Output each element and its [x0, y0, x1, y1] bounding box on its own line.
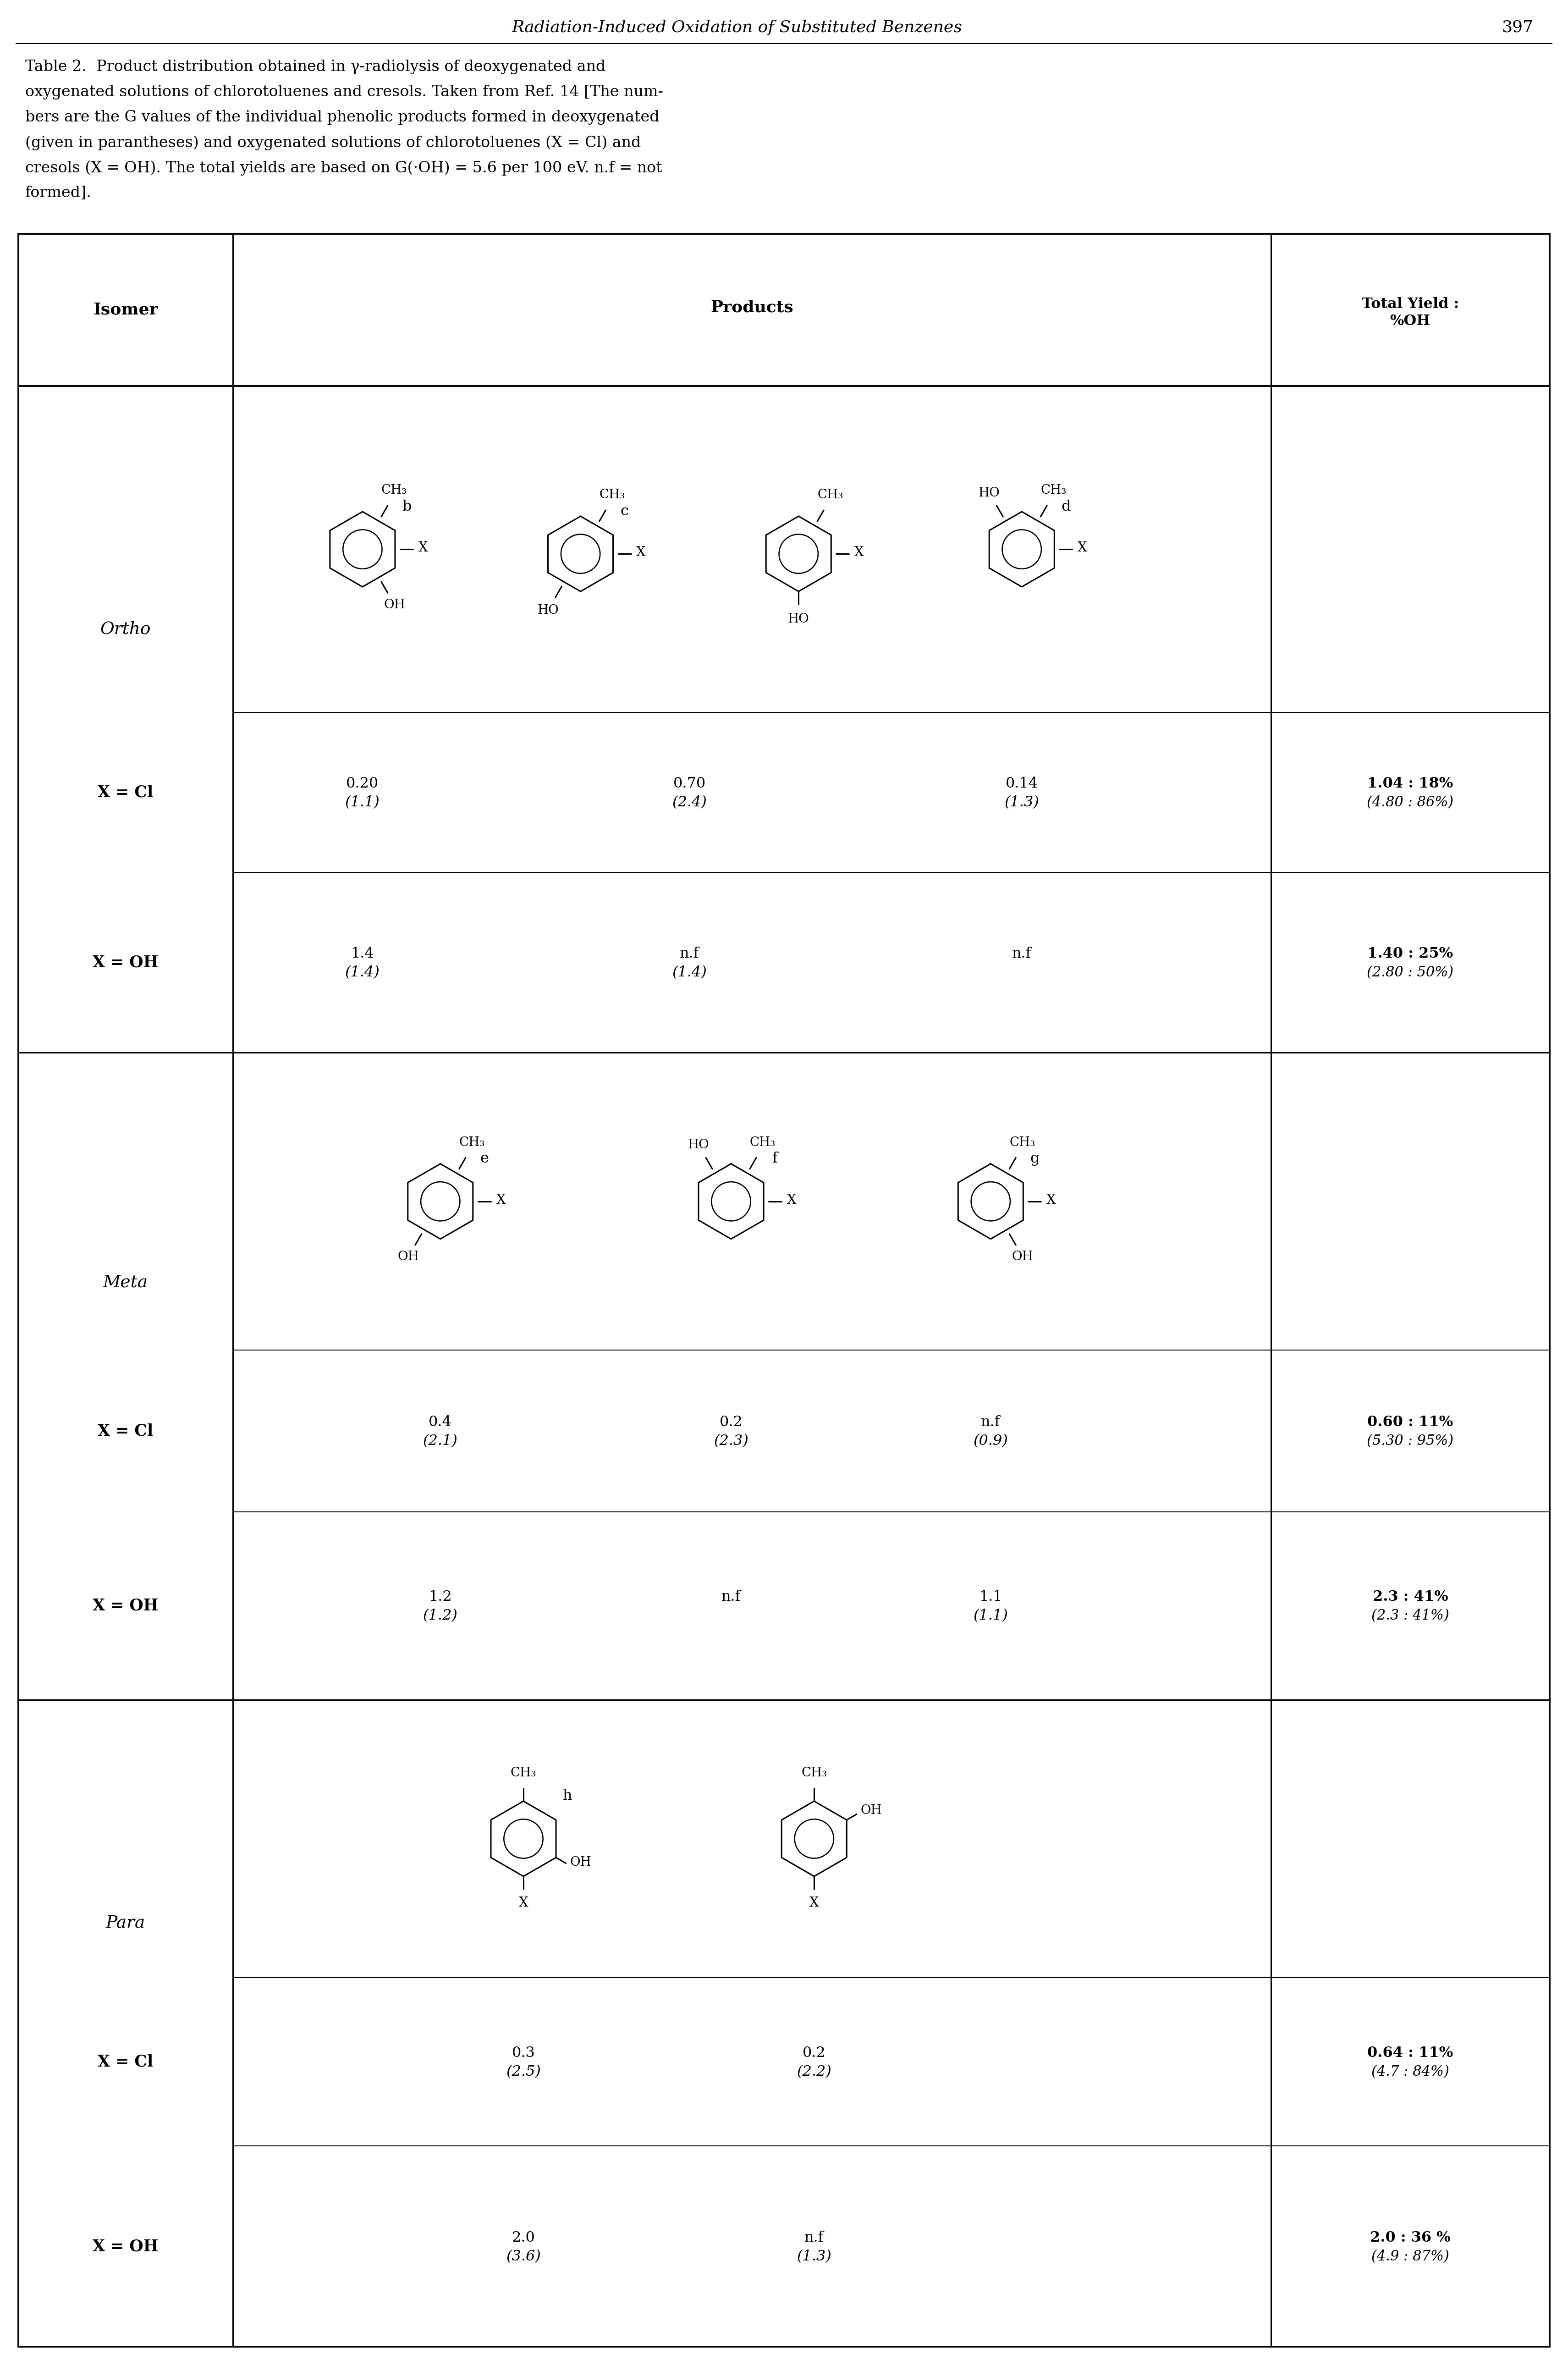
Text: 1.40 : 25%: 1.40 : 25% — [1367, 946, 1454, 960]
Text: CH₃: CH₃ — [511, 1767, 536, 1778]
Text: 0.60 : 11%: 0.60 : 11% — [1367, 1414, 1454, 1428]
Text: n.f: n.f — [1011, 946, 1032, 960]
Text: 1.04 : 18%: 1.04 : 18% — [1367, 776, 1454, 790]
Text: (4.7 : 84%): (4.7 : 84%) — [1372, 2065, 1449, 2079]
Text: (0.9): (0.9) — [974, 1433, 1008, 1447]
Text: 0.2: 0.2 — [720, 1414, 743, 1428]
Text: n.f: n.f — [804, 2230, 823, 2244]
Text: 0.70: 0.70 — [673, 776, 706, 790]
Text: n.f: n.f — [982, 1414, 1000, 1428]
Text: X: X — [1077, 542, 1087, 553]
Text: bers are the G values of the individual phenolic products formed in deoxygenated: bers are the G values of the individual … — [25, 111, 660, 125]
Text: CH₃: CH₃ — [817, 490, 844, 501]
Text: X: X — [787, 1194, 797, 1206]
Text: X = OH: X = OH — [93, 1599, 158, 1613]
Text: 0.2: 0.2 — [803, 2046, 826, 2060]
Text: CH₃: CH₃ — [1010, 1138, 1035, 1149]
Text: 0.14: 0.14 — [1005, 776, 1038, 790]
Text: CH₃: CH₃ — [750, 1138, 776, 1149]
Text: (5.30 : 95%): (5.30 : 95%) — [1367, 1433, 1454, 1447]
Text: OH: OH — [1011, 1251, 1033, 1263]
Text: (1.3): (1.3) — [1005, 795, 1040, 809]
Text: %OH: %OH — [1391, 315, 1430, 329]
Text: X: X — [1046, 1194, 1055, 1206]
Text: OH: OH — [861, 1804, 881, 1816]
Text: (given in parantheses) and oxygenated solutions of chlorotoluenes (X = Cl) and: (given in parantheses) and oxygenated so… — [25, 135, 641, 151]
Text: HO: HO — [787, 613, 809, 624]
Text: X: X — [855, 546, 864, 558]
Text: 1.2: 1.2 — [428, 1589, 452, 1603]
Text: c: c — [621, 504, 629, 518]
Text: CH₃: CH₃ — [599, 490, 626, 501]
Text: HO: HO — [688, 1140, 709, 1152]
Text: e: e — [480, 1152, 489, 1166]
Text: (2.3 : 41%): (2.3 : 41%) — [1372, 1608, 1449, 1622]
Text: 0.20: 0.20 — [347, 776, 379, 790]
Text: formed].: formed]. — [25, 187, 91, 201]
Text: (2.5): (2.5) — [506, 2065, 541, 2079]
Text: 2.0 : 36 %: 2.0 : 36 % — [1370, 2230, 1450, 2244]
Text: h: h — [563, 1788, 572, 1802]
Text: 0.64 : 11%: 0.64 : 11% — [1367, 2046, 1454, 2060]
Text: (4.9 : 87%): (4.9 : 87%) — [1372, 2249, 1449, 2263]
Text: (2.2): (2.2) — [797, 2065, 831, 2079]
Text: b: b — [401, 499, 411, 513]
Text: CH₃: CH₃ — [381, 485, 408, 497]
Text: d: d — [1062, 499, 1071, 513]
Text: n.f: n.f — [681, 946, 699, 960]
Text: (2.1): (2.1) — [423, 1433, 458, 1447]
Text: 0.3: 0.3 — [511, 2046, 535, 2060]
Text: Para: Para — [105, 1916, 146, 1932]
Text: cresols (X = OH). The total yields are based on G(·OH) = 5.6 per 100 eV. n.f = n: cresols (X = OH). The total yields are b… — [25, 161, 662, 175]
Text: 397: 397 — [1502, 19, 1534, 35]
Text: 1.4: 1.4 — [351, 946, 375, 960]
Text: Ortho: Ortho — [100, 622, 151, 639]
Text: Isomer: Isomer — [93, 303, 158, 317]
Text: oxygenated solutions of chlorotoluenes and cresols. Taken from Ref. 14 [The num-: oxygenated solutions of chlorotoluenes a… — [25, 85, 663, 99]
Text: X: X — [419, 542, 428, 553]
Text: (2.3): (2.3) — [713, 1433, 748, 1447]
Text: Table 2.  Product distribution obtained in γ-radiolysis of deoxygenated and: Table 2. Product distribution obtained i… — [25, 59, 605, 73]
Text: 2.0: 2.0 — [511, 2230, 535, 2244]
Text: CH₃: CH₃ — [801, 1767, 826, 1778]
Text: (1.1): (1.1) — [345, 795, 379, 809]
Text: (4.80 : 86%): (4.80 : 86%) — [1367, 795, 1454, 809]
Text: g: g — [1030, 1152, 1040, 1166]
Text: n.f: n.f — [721, 1589, 740, 1603]
Text: (1.3): (1.3) — [797, 2249, 831, 2263]
Text: X = OH: X = OH — [93, 2240, 158, 2254]
Text: 0.4: 0.4 — [428, 1414, 452, 1428]
Text: OH: OH — [398, 1251, 419, 1263]
Text: X: X — [495, 1194, 505, 1206]
Text: X = Cl: X = Cl — [97, 2055, 154, 2069]
Text: X = Cl: X = Cl — [97, 1424, 154, 1438]
Text: HO: HO — [978, 487, 1000, 499]
Text: HO: HO — [538, 603, 558, 617]
Text: (1.4): (1.4) — [345, 965, 379, 979]
Text: (2.4): (2.4) — [673, 795, 707, 809]
Text: X = OH: X = OH — [93, 955, 158, 970]
Text: X: X — [809, 1897, 818, 1909]
Text: (1.4): (1.4) — [673, 965, 707, 979]
Text: 2.3 : 41%: 2.3 : 41% — [1372, 1589, 1447, 1603]
Text: Products: Products — [710, 300, 793, 315]
Text: X: X — [637, 546, 646, 558]
Text: CH₃: CH₃ — [1041, 485, 1066, 497]
Text: (1.2): (1.2) — [423, 1608, 458, 1622]
Text: Meta: Meta — [103, 1275, 147, 1291]
Text: (3.6): (3.6) — [506, 2249, 541, 2263]
Text: 1.1: 1.1 — [978, 1589, 1002, 1603]
Text: OH: OH — [384, 598, 405, 610]
Bar — [19, 234, 1549, 2346]
Text: CH₃: CH₃ — [459, 1138, 485, 1149]
Text: (2.80 : 50%): (2.80 : 50%) — [1367, 965, 1454, 979]
Text: Total Yield :: Total Yield : — [1361, 298, 1458, 312]
Text: X: X — [519, 1897, 528, 1909]
Text: X = Cl: X = Cl — [97, 785, 154, 799]
Text: f: f — [773, 1152, 778, 1166]
Text: OH: OH — [569, 1857, 591, 1868]
Text: (1.1): (1.1) — [974, 1608, 1008, 1622]
Text: Radiation-Induced Oxidation of Substituted Benzenes: Radiation-Induced Oxidation of Substitut… — [511, 19, 963, 35]
